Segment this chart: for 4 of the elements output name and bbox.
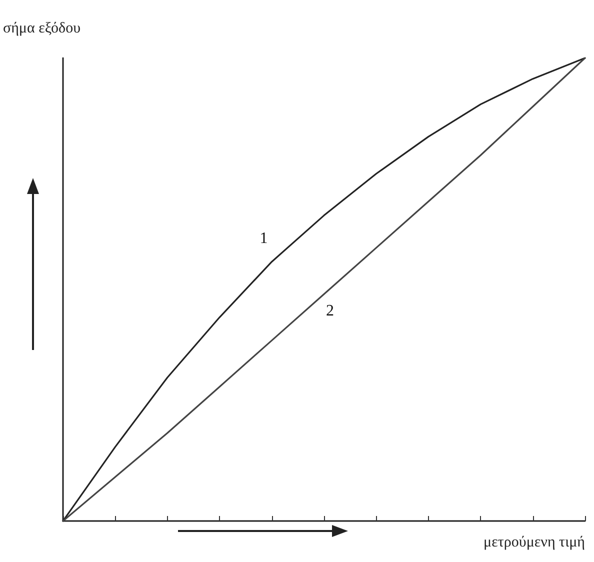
y-axis-title: σήμα εξόδου — [3, 20, 81, 36]
series-label: 1 — [260, 230, 268, 248]
x-axis-title: μετρούμενη τιμή — [484, 534, 586, 550]
series-label: 2 — [326, 302, 334, 320]
